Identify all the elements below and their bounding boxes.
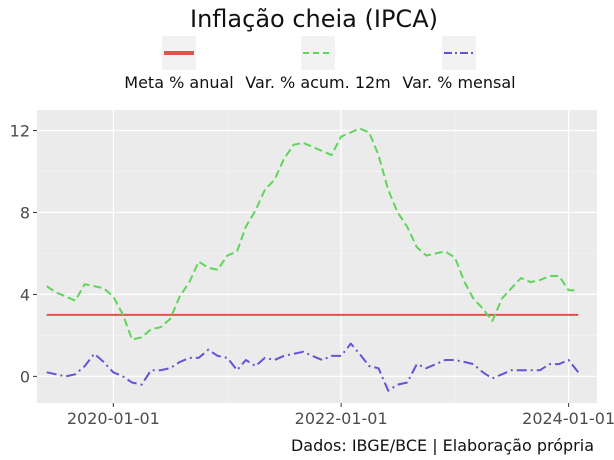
legend-label-3: Var. % mensal bbox=[402, 73, 515, 92]
panel-background bbox=[37, 110, 597, 403]
y-tick-label: 0 bbox=[20, 367, 30, 386]
series-line-2 bbox=[46, 127, 579, 341]
plot-area: 0 4 8 12 2020-01-01 2022-01-01 2024-01-01 bbox=[10, 110, 614, 428]
y-tick-label: 8 bbox=[20, 203, 30, 222]
x-tick-label: 2022-01-01 bbox=[295, 409, 388, 428]
legend-label-2: Var. % acum. 12m bbox=[245, 73, 391, 92]
x-tick-label: 2020-01-01 bbox=[67, 409, 160, 428]
y-tick-label: 4 bbox=[20, 285, 30, 304]
legend: Meta % anual Var. % acum. 12m Var. % mensa… bbox=[124, 36, 516, 92]
series-line-3 bbox=[46, 342, 580, 392]
legend-label-1: Meta % anual bbox=[124, 73, 233, 92]
y-tick-label: 12 bbox=[10, 121, 30, 140]
x-tick-label: 2024-01-01 bbox=[522, 409, 614, 428]
chart-caption: Dados: IBGE/BCE | Elaboração própria bbox=[291, 436, 594, 455]
chart-title: Inflação cheia (IPCA) bbox=[190, 5, 438, 33]
